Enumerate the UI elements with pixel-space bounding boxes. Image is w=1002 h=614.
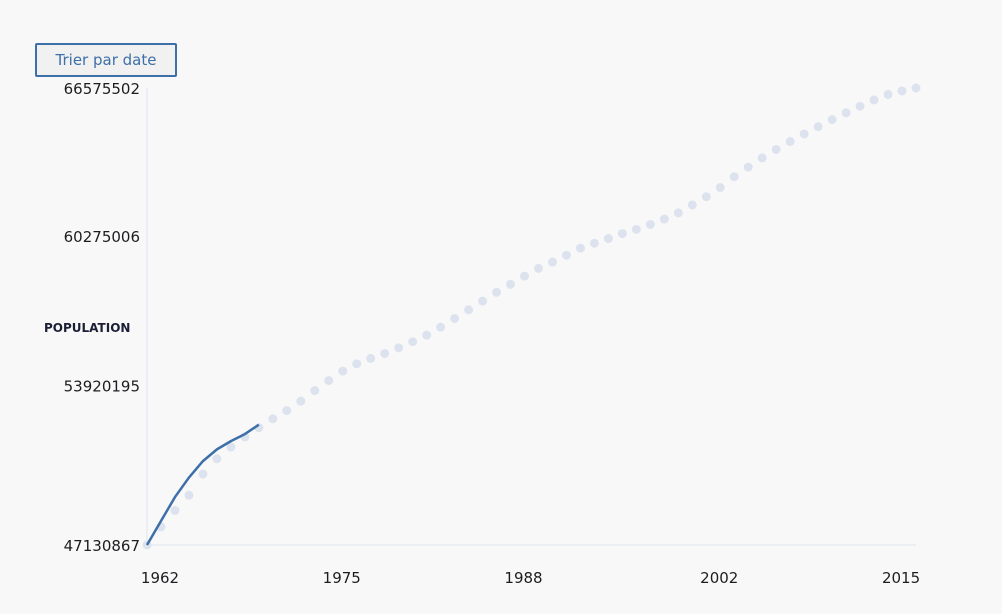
population-dot [603, 234, 613, 244]
population-dot [813, 122, 823, 132]
population-dot [645, 219, 655, 229]
population-dot [771, 144, 781, 154]
axes [146, 88, 916, 546]
x-tick-label: 2002 [700, 569, 738, 587]
population-dot [701, 192, 711, 202]
population-dot [631, 224, 641, 234]
population-dot [380, 348, 390, 358]
x-tick-label: 1988 [504, 569, 542, 587]
population-dot [729, 172, 739, 182]
population-dot [226, 442, 236, 452]
population-dot [198, 469, 208, 479]
population-dot [841, 108, 851, 118]
population-dot [282, 406, 292, 416]
y-axis-title: POPULATION [44, 321, 130, 335]
population-dot [520, 271, 530, 281]
population-dot [911, 83, 921, 93]
y-tick-label: 66575502 [64, 80, 140, 98]
population-dot [268, 414, 278, 424]
population-dot [366, 353, 376, 363]
population-dot [869, 95, 879, 105]
population-dot [561, 250, 571, 260]
population-dot [897, 86, 907, 96]
population-dot [659, 214, 669, 224]
population-dot [785, 136, 795, 146]
population-dot [422, 330, 432, 340]
population-dot [212, 454, 222, 464]
population-dot [394, 343, 404, 353]
population-dot [450, 313, 460, 323]
y-tick-label: 53920195 [64, 377, 140, 395]
population-dot [296, 396, 306, 406]
population-dot [799, 129, 809, 139]
population-dot [464, 305, 474, 315]
population-line-series [145, 423, 260, 546]
population-dot [575, 243, 585, 253]
x-tick-label: 2015 [882, 569, 920, 587]
population-dot [617, 229, 627, 239]
population-dot [184, 490, 194, 500]
population-dots [142, 83, 921, 550]
population-dot [492, 287, 502, 297]
population-dot [687, 200, 697, 210]
y-tick-label: 60275006 [64, 228, 140, 246]
population-dot [408, 337, 418, 347]
population-dot [827, 115, 837, 125]
x-tick-label: 1962 [141, 569, 179, 587]
population-dot [170, 505, 180, 515]
population-line [145, 423, 260, 546]
population-dot [324, 376, 334, 386]
population-dot [506, 279, 516, 289]
tick-labels: POPULATION 66575502 60275006 53920195 47130… [44, 80, 920, 587]
population-dot [338, 366, 348, 376]
population-dot [855, 101, 865, 111]
population-dot [757, 153, 767, 163]
population-dot [478, 296, 488, 306]
population-dot [715, 183, 725, 193]
population-dot [883, 89, 893, 99]
population-dot [589, 238, 599, 248]
population-dot [310, 386, 320, 396]
population-dot [673, 208, 683, 218]
population-dot [743, 162, 753, 172]
population-dot [352, 359, 362, 369]
sort-by-date-button[interactable]: Trier par date [35, 43, 177, 77]
population-dot [533, 263, 543, 273]
x-tick-label: 1975 [323, 569, 361, 587]
population-dot [547, 257, 557, 267]
population-dot [436, 322, 446, 332]
y-tick-label: 47130867 [64, 537, 140, 555]
